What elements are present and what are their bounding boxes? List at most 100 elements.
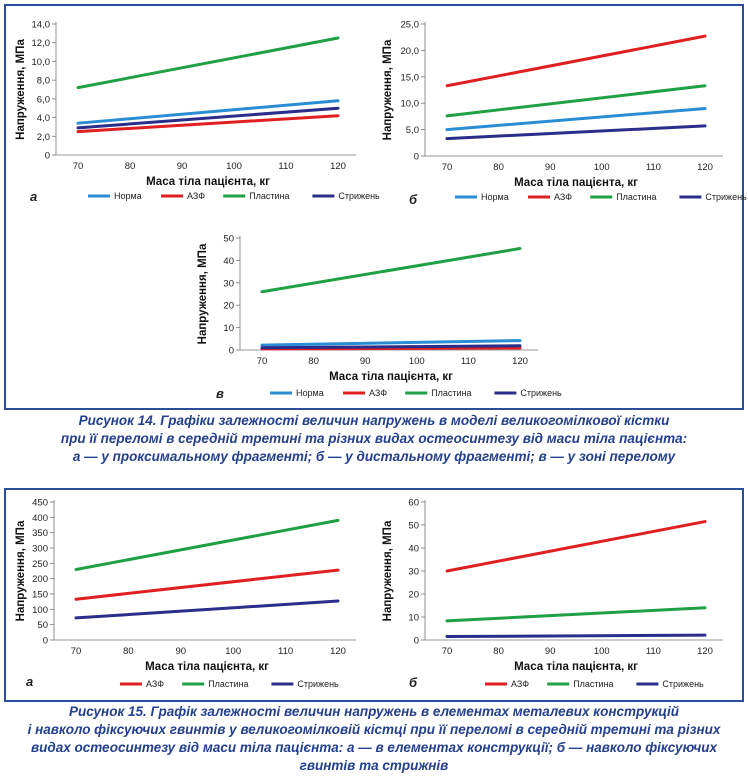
y-tick-label: 0 bbox=[229, 346, 234, 357]
x-tick-label: 120 bbox=[697, 646, 713, 657]
caption-line: і навколо фіксуючих гвинтів у великогомі… bbox=[27, 722, 721, 737]
x-axis-label: Маса тіла пацієнта, кг bbox=[514, 661, 638, 673]
chart-fig15-b: 0 10 20 30 40 50 60 70 80 90 100 110 120 Маса тіла па… bbox=[382, 498, 723, 690]
series-line-3 bbox=[260, 247, 522, 294]
caption-line: при її переломі в середній третині та рі… bbox=[60, 431, 688, 446]
series-line-3 bbox=[74, 599, 340, 620]
y-tick-label: 10 bbox=[223, 323, 234, 334]
y-tick-label: 10,0 bbox=[32, 57, 51, 68]
x-axis-label: Маса тіла пацієнта, кг bbox=[329, 371, 453, 383]
legend-label: АЗФ bbox=[369, 388, 387, 398]
panel-label: в bbox=[216, 386, 224, 401]
y-tick-label: 50 bbox=[37, 620, 48, 631]
y-axis-label: Напруження, МПа bbox=[15, 39, 27, 140]
y-tick-label: 0 bbox=[414, 636, 419, 647]
legend-label: Стрижень bbox=[705, 192, 747, 202]
y-axis-label: Напруження, МПа bbox=[197, 243, 209, 344]
x-tick-label: 100 bbox=[594, 646, 610, 657]
caption-line: видах остеосинтезу від маси тіла пацієнт… bbox=[30, 740, 718, 755]
x-tick-label: 70 bbox=[257, 356, 268, 367]
y-tick-label: 150 bbox=[32, 590, 48, 601]
x-tick-label: 70 bbox=[442, 646, 453, 657]
series-line-3 bbox=[445, 84, 707, 118]
y-tick-label: 450 bbox=[32, 498, 48, 509]
y-tick-label: 300 bbox=[32, 544, 48, 555]
y-axis-label: Напруження, МПа bbox=[15, 520, 27, 621]
y-tick-label: 4,0 bbox=[37, 113, 50, 124]
x-tick-label: 100 bbox=[409, 356, 425, 367]
legend-label: Стрижень bbox=[662, 679, 704, 689]
legend-label: Норма bbox=[114, 191, 142, 201]
x-tick-label: 90 bbox=[177, 161, 188, 172]
y-tick-label: 250 bbox=[32, 559, 48, 570]
x-tick-label: 80 bbox=[308, 356, 319, 367]
y-tick-label: 50 bbox=[408, 521, 419, 532]
chart-fig15-a: 0 50 100 150 200 250 300 350 400 450 70 80 90 100 110 1… bbox=[15, 498, 356, 689]
x-tick-label: 80 bbox=[493, 646, 504, 657]
x-tick-label: 110 bbox=[278, 161, 293, 172]
y-tick-label: 60 bbox=[408, 498, 419, 509]
x-tick-label: 120 bbox=[330, 161, 346, 172]
x-tick-label: 80 bbox=[123, 646, 134, 657]
legend-label: Стрижень bbox=[338, 191, 380, 201]
y-tick-label: 20,0 bbox=[401, 46, 420, 57]
caption-line: а — у проксимальному фрагменті; б — у ди… bbox=[72, 449, 676, 464]
legend-label: Пластина bbox=[616, 192, 656, 202]
y-tick-label: 5,0 bbox=[406, 125, 419, 136]
legend-label: Пластина bbox=[573, 679, 613, 689]
legend-label: Пластина bbox=[249, 191, 289, 201]
panel-label: б bbox=[409, 675, 418, 690]
series-line-1 bbox=[445, 520, 707, 573]
x-tick-label: 100 bbox=[594, 162, 610, 173]
legend-label: Стрижень bbox=[297, 679, 339, 689]
y-tick-label: 40 bbox=[223, 256, 234, 267]
x-tick-label: 90 bbox=[176, 646, 187, 657]
y-tick-label: 8,0 bbox=[37, 76, 50, 87]
chart-fig14-v: 0 10 20 30 40 50 70 80 90 100 110 120 Маса тіла паці… bbox=[197, 234, 562, 402]
y-tick-label: 40 bbox=[408, 544, 419, 555]
series-line-4 bbox=[445, 124, 707, 141]
legend-label: Пластина bbox=[208, 679, 248, 689]
legend-label: АЗФ bbox=[187, 191, 205, 201]
y-tick-label: 30 bbox=[223, 278, 234, 289]
caption-line: Рисунок 14. Графіки залежності величин н… bbox=[78, 413, 670, 428]
y-tick-label: 25,0 bbox=[401, 20, 420, 31]
caption-line: Рисунок 15. Графік залежності величин на… bbox=[68, 704, 680, 719]
y-tick-label: 12,0 bbox=[32, 38, 51, 49]
y-tick-label: 0 bbox=[43, 636, 48, 647]
legend-label: Пластина bbox=[431, 388, 471, 398]
legend-label: Стрижень bbox=[520, 388, 562, 398]
y-tick-label: 0 bbox=[45, 151, 50, 162]
x-axis-label: Маса тіла пацієнта, кг bbox=[146, 176, 270, 188]
y-tick-label: 20 bbox=[408, 590, 419, 601]
y-tick-label: 20 bbox=[223, 301, 234, 312]
series-line-4 bbox=[76, 106, 340, 130]
legend-label: Норма bbox=[296, 388, 324, 398]
x-tick-label: 70 bbox=[442, 162, 453, 173]
series-line-3 bbox=[445, 633, 707, 639]
x-tick-label: 100 bbox=[225, 646, 241, 657]
y-tick-label: 14,0 bbox=[32, 20, 51, 31]
legend-label: АЗФ bbox=[554, 192, 572, 202]
series-line-4 bbox=[260, 344, 522, 350]
legend-label: Норма bbox=[481, 192, 509, 202]
x-tick-label: 110 bbox=[646, 162, 661, 173]
x-axis-label: Маса тіла пацієнта, кг bbox=[145, 661, 269, 673]
series-line-1 bbox=[76, 99, 340, 125]
figure-15-caption: Рисунок 15. Графік залежності величин на… bbox=[0, 703, 748, 775]
series-line-2 bbox=[445, 34, 707, 88]
x-tick-label: 100 bbox=[226, 161, 242, 172]
y-tick-label: 50 bbox=[223, 234, 234, 245]
x-axis-label: Маса тіла пацієнта, кг bbox=[514, 177, 638, 189]
caption-line: гвинтів та стрижнів bbox=[299, 758, 449, 773]
x-tick-label: 90 bbox=[545, 646, 556, 657]
x-tick-label: 120 bbox=[512, 356, 528, 367]
legend-label: АЗФ bbox=[146, 679, 164, 689]
x-tick-label: 110 bbox=[278, 646, 293, 657]
x-tick-label: 90 bbox=[545, 162, 556, 173]
series-line-2 bbox=[76, 114, 340, 134]
series-line-3 bbox=[76, 36, 340, 90]
x-tick-label: 120 bbox=[697, 162, 713, 173]
y-tick-label: 10,0 bbox=[401, 99, 420, 110]
x-tick-label: 90 bbox=[360, 356, 371, 367]
